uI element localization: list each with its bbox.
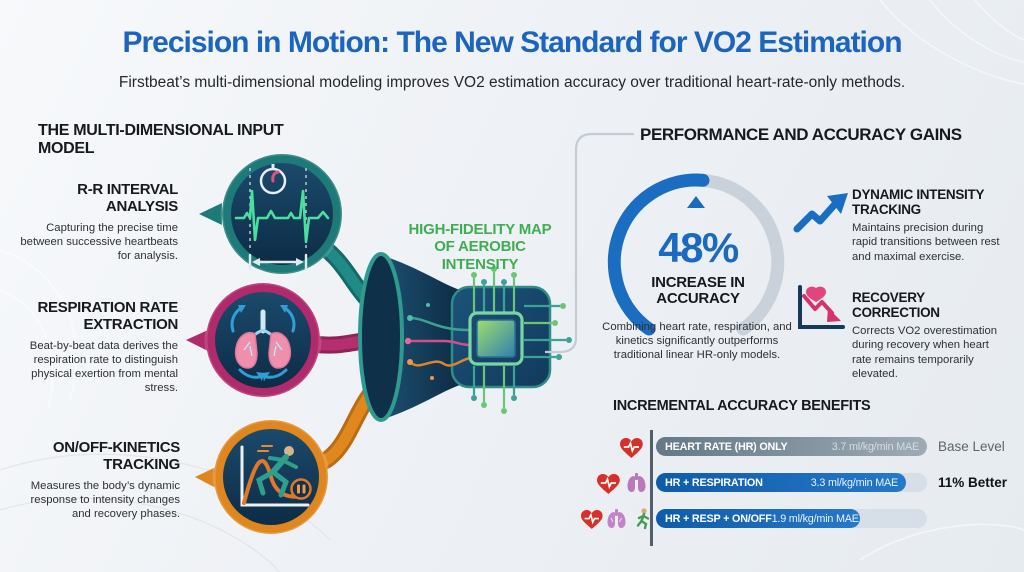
funnel-chip-icon: [358, 252, 572, 422]
gauge-label: INCREASE IN ACCURACY: [651, 274, 745, 308]
runner-icon: [636, 508, 650, 530]
section-heading-benefits: INCREMENTAL ACCURACY BENEFITS: [613, 398, 871, 414]
input-item-title: RESPIRATION RATE EXTRACTION: [37, 299, 179, 333]
bar-value: 1.9 ml/kg/min MAE: [771, 512, 859, 525]
ecg-stopwatch-icon: [199, 152, 344, 276]
benefit-row-hr-only: HEART RATE (HR) ONLY 3.7 ml/kg/min MAE B…: [656, 437, 1016, 456]
benefits-axis-line: [650, 430, 653, 546]
bar-value: 3.3 ml/kg/min MAE: [810, 476, 898, 489]
bar-hr-respiration: HR + RESPIRATION 3.3 ml/kg/min MAE: [656, 473, 906, 492]
gain-item-description: Corrects VO2 overestimation during recov…: [852, 325, 998, 380]
input-item-description: Measures the body’s dynamic response to …: [30, 479, 180, 520]
gauge-description: Combining heart rate, respiration, and k…: [602, 321, 792, 362]
heart-ecg-icon: [581, 510, 603, 529]
input-item-title: R-R INTERVAL ANALYSIS: [77, 181, 178, 215]
section-heading-gains: PERFORMANCE AND ACCURACY GAINS: [640, 125, 962, 144]
section-heading-input-model: THE MULTI-DIMENSIONAL INPUT MODEL: [38, 122, 284, 157]
input-item-description: Capturing the precise time between succe…: [20, 221, 178, 262]
input-item-description: Beat-by-beat data derives the respiratio…: [29, 339, 178, 394]
gain-item-description: Maintains precision during rapid transit…: [852, 222, 1000, 263]
recovery-correction-icon: [798, 285, 845, 329]
bar-hr-resp-onoff: HR + RESP + ON/OFF 1.9 ml/kg/min MAE: [656, 509, 860, 528]
gain-item-title: DYNAMIC INTENSITY TRACKING: [852, 187, 984, 218]
runner-kinetics-icon: [195, 418, 330, 536]
page-subtitle: Firstbeat’s multi-dimensional modeling i…: [118, 74, 906, 91]
input-item-respiration: RESPIRATION RATE EXTRACTION Beat-by-beat…: [18, 299, 179, 395]
page-title: Precision in Motion: The New Standard fo…: [122, 26, 902, 59]
input-item-rr-interval: R-R INTERVAL ANALYSIS Capturing the prec…: [18, 181, 178, 263]
heart-ecg-icon: [597, 474, 620, 494]
gauge-value: 48%: [658, 224, 739, 271]
fusion-label: HIGH-FIDELITY MAP OF AEROBIC INTENSITY: [408, 221, 552, 273]
gain-item-recovery-correction: RECOVERY CORRECTION Corrects VO2 overest…: [852, 290, 1004, 381]
bar-label: HR + RESPIRATION: [665, 476, 763, 489]
lungs-airflow-icon: [186, 281, 322, 399]
benefit-row-hr-resp-onoff: HR + RESP + ON/OFF 1.9 ml/kg/min MAE: [656, 509, 1016, 528]
bar-note: Base Level: [938, 439, 1005, 454]
trend-up-arrow-icon: [793, 193, 848, 233]
heart-ecg-icon: [620, 438, 643, 458]
bar-label: HEART RATE (HR) ONLY: [665, 440, 788, 453]
input-item-title: ON/OFF-KINETICS TRACKING: [52, 439, 180, 473]
input-item-kinetics: ON/OFF-KINETICS TRACKING Measures the bo…: [18, 439, 181, 521]
bar-hr-only: HEART RATE (HR) ONLY 3.7 ml/kg/min MAE: [656, 437, 927, 456]
gain-item-dynamic-intensity: DYNAMIC INTENSITY TRACKING Maintains pre…: [852, 187, 1004, 264]
bar-label: HR + RESP + ON/OFF: [665, 512, 772, 525]
flow-ribbons: [297, 229, 395, 477]
bar-note: 11% Better: [938, 475, 1008, 490]
bar-value: 3.7 ml/kg/min MAE: [831, 440, 919, 453]
benefit-row-hr-respiration: HR + RESPIRATION 3.3 ml/kg/min MAE 11% B…: [656, 473, 1016, 492]
lungs-icon: [627, 473, 646, 492]
lungs-icon: [607, 509, 626, 528]
gain-item-title: RECOVERY CORRECTION: [852, 290, 940, 321]
